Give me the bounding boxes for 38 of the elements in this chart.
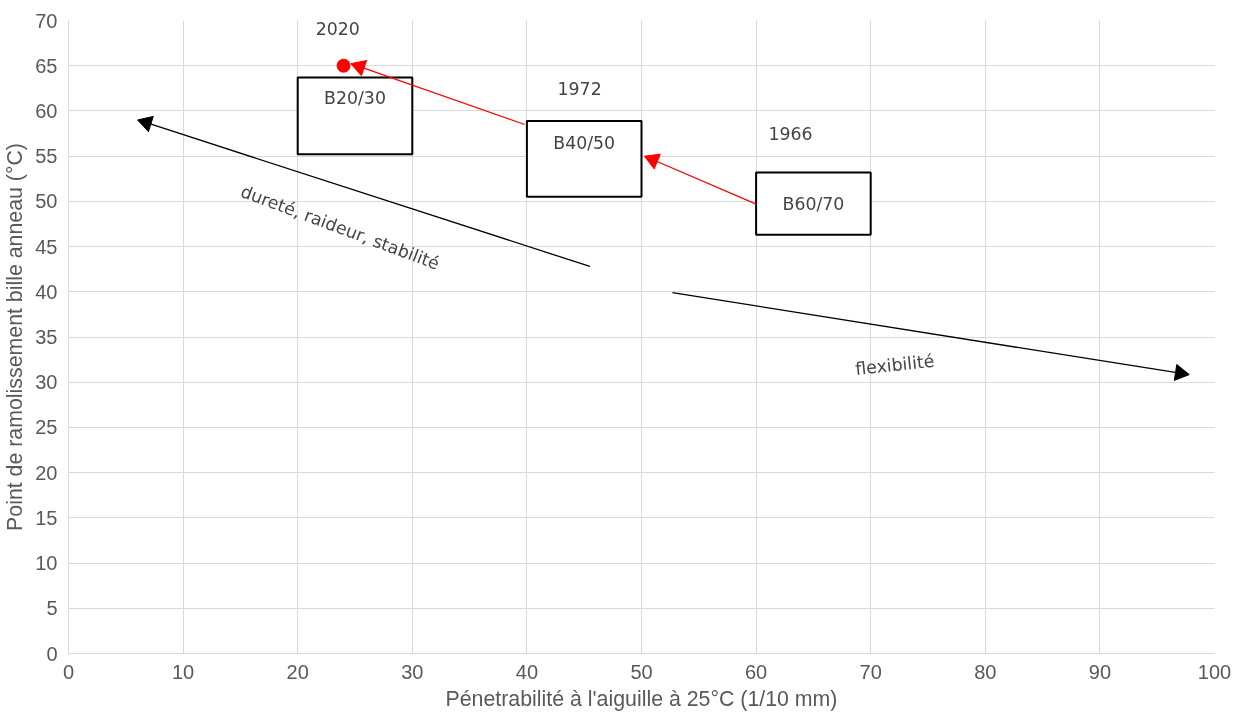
bar <box>755 171 872 236</box>
y-tick-label: 25 <box>35 416 58 439</box>
y-tick-label: 15 <box>35 506 58 529</box>
annotation: 2020 <box>315 18 360 39</box>
x-tick-label: 0 <box>62 660 75 683</box>
annotation: 1972 <box>557 78 602 99</box>
annotation: flexibilité <box>854 350 936 379</box>
x-tick-label: 90 <box>1088 660 1112 683</box>
x-tick-label: 60 <box>744 660 768 683</box>
annotation: B20/30 <box>324 88 386 109</box>
x-tick-label: 20 <box>286 660 309 683</box>
y-tick-label: 65 <box>35 54 58 77</box>
y-tick-label: 0 <box>46 642 58 665</box>
y-tick-label: 40 <box>35 280 58 303</box>
y-tick-label: 20 <box>35 461 58 484</box>
y-axis-title: Point de ramolissement bille anneau (°C) <box>3 143 28 531</box>
y-tick-label: 70 <box>35 9 58 32</box>
x-axis-title: Pénetrabilité à l'aiguille à 25°C (1/10 mm) <box>445 686 838 711</box>
bar <box>296 76 414 156</box>
y-tick-label: 5 <box>46 597 58 620</box>
y-tick-label: 45 <box>35 235 58 258</box>
y-tick-label: 60 <box>35 99 58 122</box>
y-tick-label: 30 <box>35 371 58 394</box>
x-tick-label: 80 <box>974 660 997 683</box>
x-tick-label: 100 <box>1197 660 1232 683</box>
x-tick-label: 30 <box>401 660 424 683</box>
y-tick-label: 10 <box>35 552 58 575</box>
x-tick-label: 50 <box>630 660 653 683</box>
bar <box>525 119 643 198</box>
y-tick-label: 55 <box>35 145 58 168</box>
x-tick-label: 10 <box>171 660 195 683</box>
annotation: B60/70 <box>782 194 845 215</box>
y-tick-label: 35 <box>35 326 58 348</box>
x-tick-label: 70 <box>859 660 882 683</box>
annotation: B40/50 <box>553 132 616 153</box>
x-tick-label: 40 <box>515 660 539 683</box>
annotation: 1966 <box>768 124 813 145</box>
y-tick-label: 50 <box>35 190 58 213</box>
